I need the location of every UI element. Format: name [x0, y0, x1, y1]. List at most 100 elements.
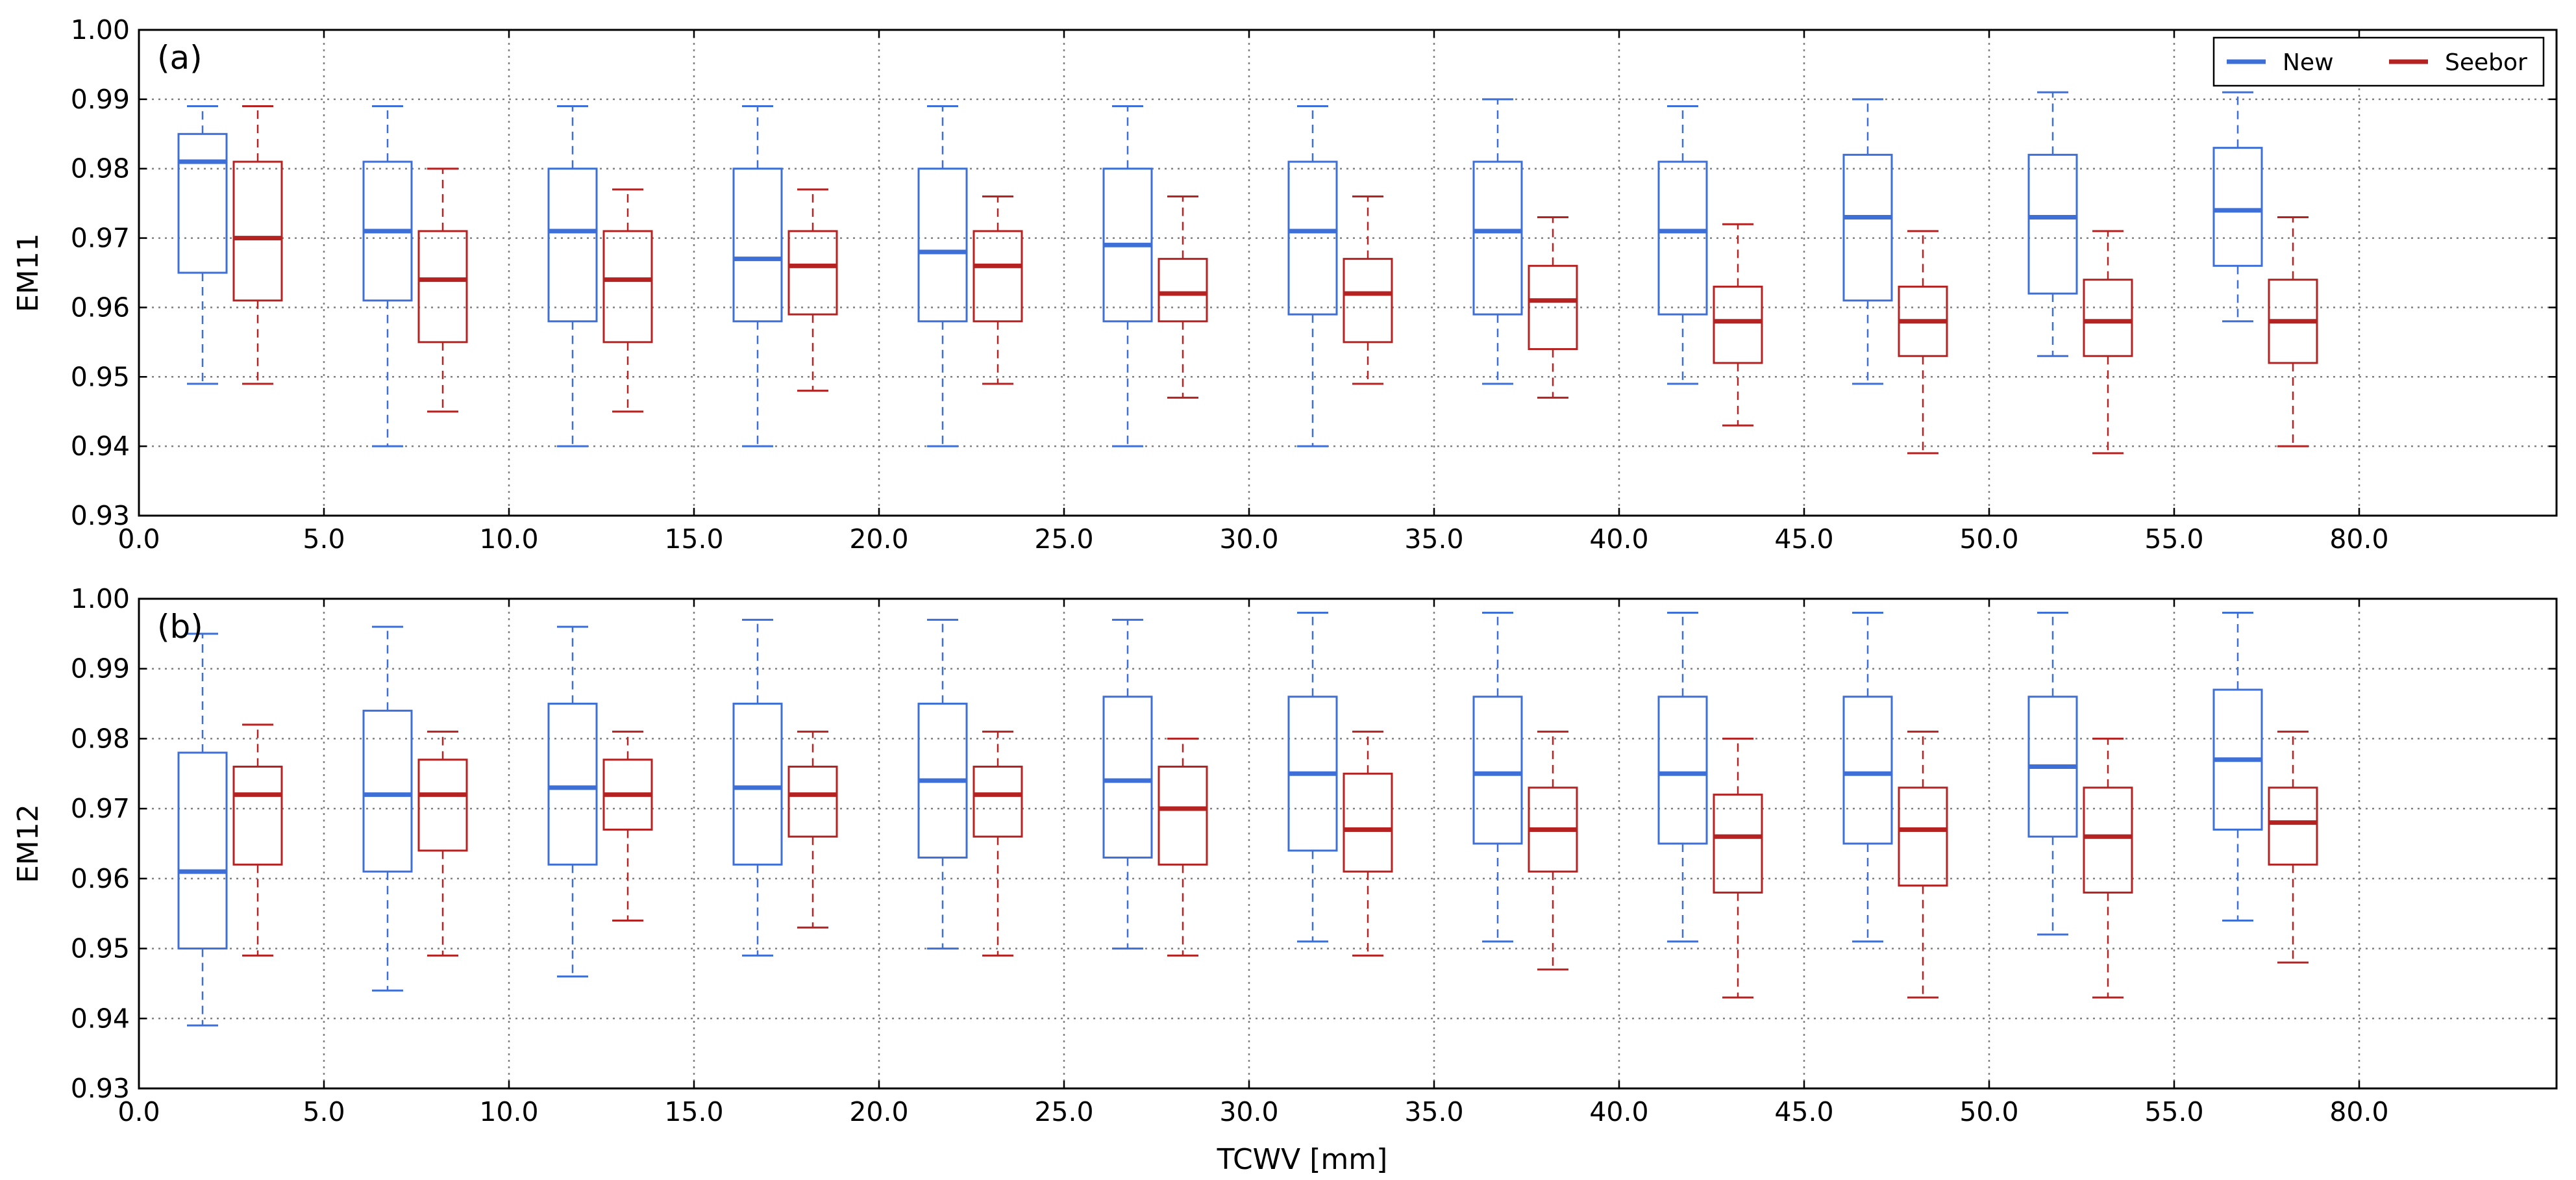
box-seebor	[602, 188, 653, 413]
box-new	[1842, 98, 1893, 385]
box-new	[2212, 612, 2263, 922]
legend: New Seebor	[2212, 36, 2545, 87]
iqr-box	[1842, 696, 1893, 845]
iqr-box	[232, 160, 283, 302]
y-tick-label: 0.96	[71, 863, 130, 894]
box-seebor	[1528, 216, 1578, 399]
box-new	[917, 618, 968, 950]
x-tick-label: 20.0	[849, 523, 908, 555]
x-tick-label: 40.0	[1589, 1096, 1648, 1127]
box-new	[1657, 612, 1708, 943]
box-seebor	[417, 168, 468, 413]
iqr-box	[1528, 264, 1578, 351]
series-new	[177, 91, 2263, 447]
y-tick-label: 1.00	[71, 583, 130, 614]
box-seebor	[2083, 737, 2133, 999]
series-seebor	[232, 105, 2318, 455]
y-tick-label: 0.93	[71, 500, 130, 531]
y-tick-label: 0.95	[71, 361, 130, 392]
box-seebor	[2083, 230, 2133, 455]
box-seebor	[972, 195, 1023, 385]
iqr-box	[232, 766, 283, 866]
box-seebor	[2268, 731, 2318, 964]
y-axis-label: EM11	[12, 233, 45, 312]
x-tick-label: 80.0	[2329, 1096, 2388, 1127]
box-new	[2027, 612, 2078, 936]
iqr-box	[732, 703, 783, 866]
box-seebor	[1158, 737, 1208, 957]
x-tick-label: 25.0	[1034, 523, 1093, 555]
x-tick-label: 5.0	[303, 523, 345, 555]
box-new	[1472, 98, 1523, 385]
iqr-box	[1713, 794, 1763, 894]
iqr-box	[1287, 160, 1338, 316]
box-new	[362, 105, 413, 447]
x-tick-label: 50.0	[1959, 523, 2018, 555]
iqr-box	[1842, 153, 1893, 302]
iqr-box	[2268, 786, 2318, 866]
x-tick-label: 10.0	[479, 1096, 538, 1127]
box-seebor	[1898, 731, 1948, 999]
x-tick-label: 15.0	[664, 1096, 723, 1127]
legend-entry-label: Seebor	[2445, 49, 2527, 76]
box-new	[2212, 91, 2263, 323]
box-seebor	[1343, 195, 1393, 385]
y-tick-label: 0.98	[71, 153, 130, 184]
box-new	[732, 618, 783, 957]
iqr-box	[1472, 160, 1523, 316]
y-tick-label: 1.00	[71, 14, 130, 45]
box-new	[547, 625, 598, 978]
box-new	[1102, 105, 1153, 447]
box-seebor	[417, 731, 468, 957]
box-seebor	[1898, 230, 1948, 455]
box-new	[177, 105, 228, 385]
x-tick-label: 35.0	[1404, 1096, 1463, 1127]
box-new	[2027, 91, 2078, 357]
x-tick-label: 15.0	[664, 523, 723, 555]
x-tick-label: 50.0	[1959, 1096, 2018, 1127]
box-new	[1657, 105, 1708, 385]
legend-frame	[2212, 36, 2545, 87]
box-seebor	[787, 731, 838, 929]
x-tick-label: 35.0	[1404, 523, 1463, 555]
x-axis-label: TCWV [mm]	[1217, 1143, 1388, 1176]
iqr-box	[417, 759, 468, 852]
y-tick-label: 0.94	[71, 431, 130, 462]
x-tick-label: 80.0	[2329, 523, 2388, 555]
box-new	[362, 625, 413, 992]
iqr-box	[547, 703, 598, 866]
y-tick-label: 0.96	[71, 292, 130, 323]
panel-b: 0.93 0.94 0.95 0.96 0.97 0.98 0.99 1.00 0.0 5.0 10…	[12, 583, 2558, 1176]
x-tick-label: 30.0	[1219, 1096, 1278, 1127]
iqr-box	[2027, 153, 2078, 295]
box-new	[1472, 612, 1523, 943]
iqr-box	[1158, 258, 1208, 323]
iqr-box	[2083, 279, 2133, 357]
iqr-box	[1158, 766, 1208, 866]
y-tick-label: 0.94	[71, 1003, 130, 1034]
series-seebor	[232, 723, 2318, 999]
iqr-box	[1343, 772, 1393, 873]
box-new	[1842, 612, 1893, 943]
y-tick-label: 0.98	[71, 723, 130, 754]
iqr-box	[972, 766, 1023, 838]
box-seebor	[2268, 216, 2318, 447]
x-tick-label: 45.0	[1774, 1096, 1833, 1127]
x-tick-label: 30.0	[1219, 523, 1278, 555]
iqr-box	[547, 168, 598, 323]
x-tick-label: 0.0	[118, 523, 160, 555]
box-seebor	[602, 731, 653, 922]
x-tick-label: 25.0	[1034, 1096, 1093, 1127]
panel-a: 0.93 0.94 0.95 0.96 0.97 0.98 0.99 1.00 0.0 5.0 10…	[12, 14, 2558, 555]
x-tick-label: 40.0	[1589, 523, 1648, 555]
box-seebor	[1528, 731, 1578, 971]
y-axis-label: EM12	[12, 804, 45, 883]
iqr-box	[1472, 696, 1523, 845]
box-seebor	[1713, 737, 1763, 999]
iqr-box	[2212, 147, 2263, 267]
iqr-box	[1102, 696, 1153, 859]
iqr-box	[1343, 258, 1393, 344]
box-new	[547, 105, 598, 447]
x-tick-label: 0.0	[118, 1096, 160, 1127]
